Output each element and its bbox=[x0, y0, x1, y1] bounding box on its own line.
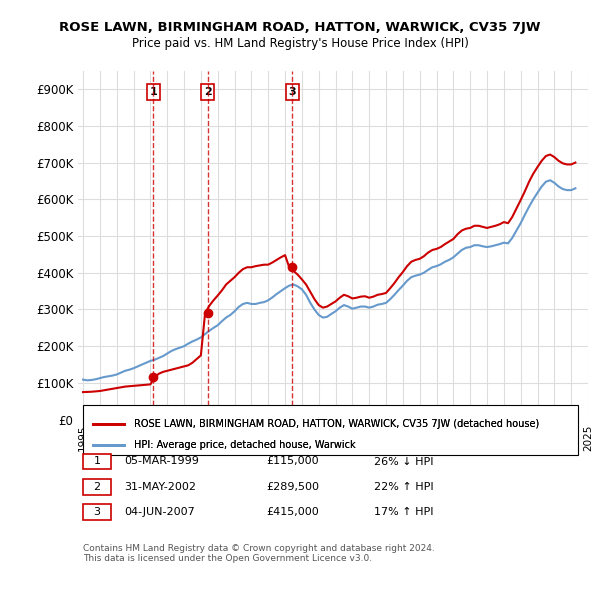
Text: £289,500: £289,500 bbox=[266, 482, 320, 492]
FancyBboxPatch shape bbox=[83, 405, 578, 455]
Text: HPI: Average price, detached house, Warwick: HPI: Average price, detached house, Warw… bbox=[134, 440, 356, 450]
Text: £415,000: £415,000 bbox=[266, 507, 319, 517]
Text: 17% ↑ HPI: 17% ↑ HPI bbox=[374, 507, 433, 517]
FancyBboxPatch shape bbox=[83, 454, 111, 470]
Text: 04-JUN-2007: 04-JUN-2007 bbox=[124, 507, 194, 517]
Text: 2: 2 bbox=[94, 482, 100, 492]
Text: HPI: Average price, detached house, Warwick: HPI: Average price, detached house, Warw… bbox=[134, 440, 356, 450]
Text: ROSE LAWN, BIRMINGHAM ROAD, HATTON, WARWICK, CV35 7JW: ROSE LAWN, BIRMINGHAM ROAD, HATTON, WARW… bbox=[59, 21, 541, 34]
Text: Price paid vs. HM Land Registry's House Price Index (HPI): Price paid vs. HM Land Registry's House … bbox=[131, 37, 469, 50]
Text: 1: 1 bbox=[149, 87, 157, 97]
Text: 2: 2 bbox=[204, 87, 212, 97]
Text: 3: 3 bbox=[288, 87, 296, 97]
Text: 1: 1 bbox=[94, 457, 100, 467]
FancyBboxPatch shape bbox=[83, 504, 111, 520]
Text: ROSE LAWN, BIRMINGHAM ROAD, HATTON, WARWICK, CV35 7JW (detached house): ROSE LAWN, BIRMINGHAM ROAD, HATTON, WARW… bbox=[134, 419, 539, 430]
Text: 26% ↓ HPI: 26% ↓ HPI bbox=[374, 457, 433, 467]
Text: 05-MAR-1999: 05-MAR-1999 bbox=[124, 457, 199, 467]
FancyBboxPatch shape bbox=[83, 479, 111, 495]
Text: 31-MAY-2002: 31-MAY-2002 bbox=[124, 482, 196, 492]
Text: £115,000: £115,000 bbox=[266, 457, 319, 467]
Text: 3: 3 bbox=[94, 507, 100, 517]
Text: Contains HM Land Registry data © Crown copyright and database right 2024.
This d: Contains HM Land Registry data © Crown c… bbox=[83, 544, 435, 563]
Text: 22% ↑ HPI: 22% ↑ HPI bbox=[374, 482, 433, 492]
Text: ROSE LAWN, BIRMINGHAM ROAD, HATTON, WARWICK, CV35 7JW (detached house): ROSE LAWN, BIRMINGHAM ROAD, HATTON, WARW… bbox=[134, 419, 539, 430]
